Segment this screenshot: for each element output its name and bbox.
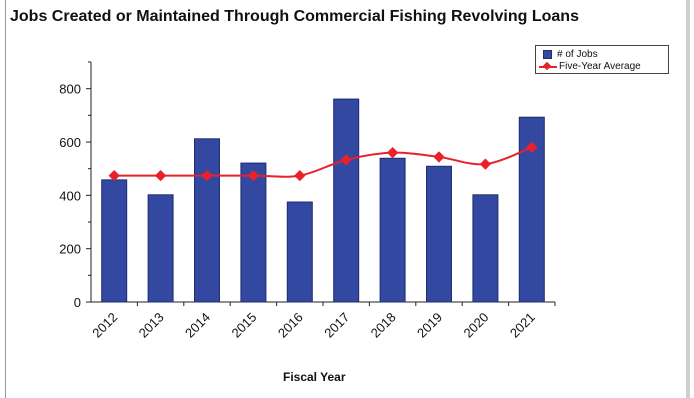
x-tick-label: 2020 [460, 310, 491, 341]
line-point [479, 158, 492, 170]
line-point [526, 141, 538, 153]
line-point [154, 169, 167, 182]
line-point [294, 169, 306, 182]
bar [426, 165, 452, 303]
x-tick-label: 2012 [89, 310, 120, 341]
x-tick-label: 2017 [321, 310, 352, 341]
legend-bar-swatch [543, 49, 552, 59]
x-tick-label: 2016 [275, 310, 306, 341]
bar [472, 194, 499, 303]
chart-title: Jobs Created or Maintained Through Comme… [10, 8, 579, 25]
line-point [433, 151, 445, 163]
x-axis-label: Fiscal Year [283, 370, 346, 384]
line-point [247, 169, 260, 182]
x-tick-label: 2014 [182, 310, 213, 341]
series-line-average [114, 146, 533, 178]
line-point [386, 147, 399, 159]
bar [101, 179, 128, 303]
bar [333, 98, 360, 303]
line-point [201, 169, 213, 182]
bar [147, 194, 174, 303]
x-tick-label: 2018 [368, 310, 399, 341]
legend-line-swatch [539, 62, 557, 71]
frame-right-border [686, 0, 690, 398]
bar [286, 201, 313, 303]
frame-left-border [5, 0, 6, 398]
bar [194, 138, 220, 303]
y-tick-label: 600 [59, 135, 81, 150]
legend-item-average: Five-Year Average [539, 60, 641, 72]
legend-label-jobs: # of Jobs [557, 48, 598, 60]
x-tick-label: 2021 [507, 310, 538, 341]
x-tick-label: 2015 [228, 310, 259, 341]
x-tick-label: 2019 [414, 310, 445, 341]
line-point [340, 154, 352, 166]
legend-label-average: Five-Year Average [559, 60, 641, 72]
x-tick-label: 2013 [136, 310, 167, 341]
y-tick-label: 800 [59, 82, 81, 97]
y-tick-label: 0 [74, 295, 81, 310]
bar [379, 157, 406, 303]
chart-legend: # of Jobs Five-Year Average [535, 45, 669, 74]
y-tick-label: 400 [59, 188, 81, 203]
bar [240, 162, 267, 303]
legend-item-jobs: # of Jobs [539, 48, 598, 60]
y-tick-label: 200 [59, 242, 81, 257]
